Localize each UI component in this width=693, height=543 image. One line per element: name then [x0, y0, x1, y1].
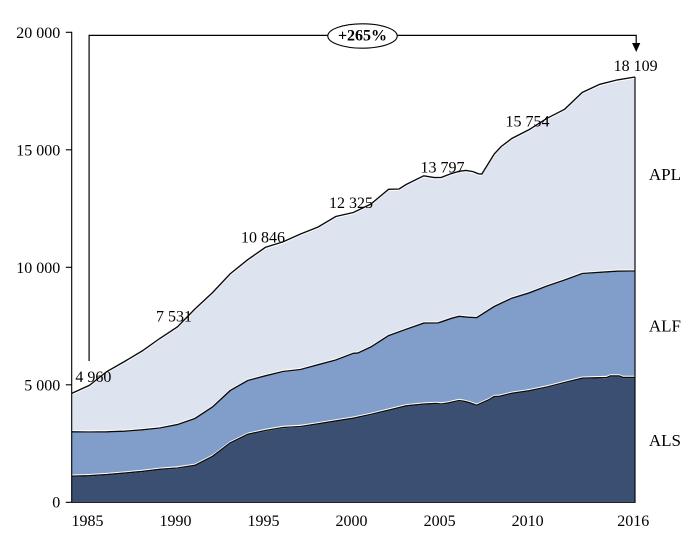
svg-text:15 754: 15 754: [506, 114, 550, 131]
svg-text:5 000: 5 000: [24, 378, 60, 395]
svg-text:12 325: 12 325: [329, 195, 373, 212]
svg-text:2010: 2010: [512, 513, 544, 530]
svg-text:2000: 2000: [336, 513, 368, 530]
svg-text:1985: 1985: [72, 513, 104, 530]
svg-text:1995: 1995: [248, 513, 280, 530]
svg-text:0: 0: [52, 495, 60, 512]
svg-text:2016: 2016: [617, 513, 649, 530]
svg-text:2005: 2005: [424, 513, 456, 530]
svg-text:4 960: 4 960: [75, 369, 111, 386]
svg-text:1990: 1990: [160, 513, 192, 530]
svg-text:10 000: 10 000: [16, 260, 60, 277]
svg-text:ALS: ALS: [649, 431, 681, 450]
svg-text:15 000: 15 000: [16, 143, 60, 160]
svg-text:ALF: ALF: [649, 316, 681, 335]
svg-text:20 000: 20 000: [16, 25, 60, 42]
svg-text:7 531: 7 531: [156, 308, 192, 325]
svg-text:APL: APL: [649, 165, 681, 184]
svg-text:18 109: 18 109: [614, 58, 658, 75]
svg-text:10 846: 10 846: [241, 229, 285, 246]
svg-text:+265%: +265%: [338, 28, 387, 45]
svg-text:13 797: 13 797: [421, 160, 465, 177]
